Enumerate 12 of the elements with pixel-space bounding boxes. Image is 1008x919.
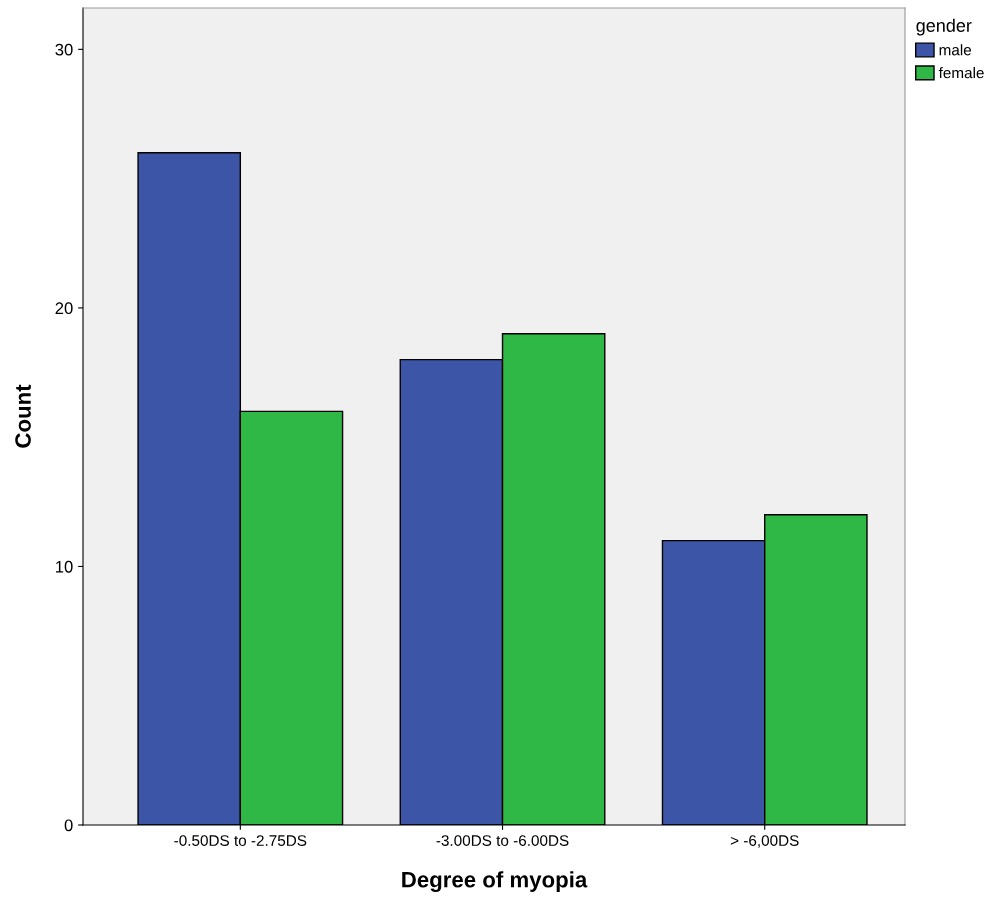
x-tick-label: -3.00DS to -6.00DS — [436, 835, 569, 846]
x-tick-label: > -6,00DS — [730, 835, 799, 848]
legend-label: male — [939, 44, 972, 56]
y-tick-label: 0 — [64, 819, 73, 832]
y-tick-label: 30 — [55, 43, 73, 56]
y-tick-label: 20 — [55, 302, 73, 315]
y-tick-label: 10 — [56, 560, 73, 573]
legend-title: gender — [916, 18, 972, 36]
y-axis-title: Count — [15, 384, 31, 448]
x-axis-title: Degree of myopia — [402, 871, 588, 892]
legend-label: female — [938, 67, 984, 79]
x-tick-label: -0.50DS to -2.75DS — [174, 835, 307, 846]
